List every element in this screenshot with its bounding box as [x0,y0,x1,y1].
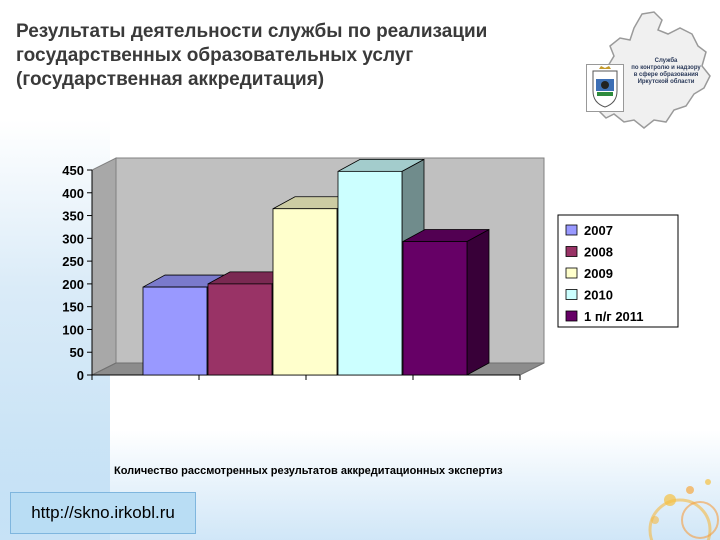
y-tick-label: 200 [62,277,84,292]
bar-2008 [207,283,273,376]
legend-label-2010: 2010 [584,288,613,303]
legend-label-2008: 2008 [584,245,613,260]
legend-swatch-1пг2011 [565,310,578,322]
bar-side-1пг2011 [466,228,490,376]
legend-swatch-2008 [565,246,578,257]
y-tick-label: 350 [62,209,84,224]
y-tick-label: 150 [62,300,84,315]
y-tick-label: 300 [62,231,84,246]
bar-2010 [337,170,403,376]
coat-of-arms-icon [586,64,624,112]
bar-2009 [272,208,338,376]
legend-swatch-2007 [565,224,578,236]
slide-title: Результаты деятельности службы по реализ… [16,20,556,92]
logo-caption: Служба по контролю и надзору в сфере обр… [620,58,712,86]
y-tick-label: 250 [62,254,84,269]
title-line-1: Результаты деятельности службы по реализ… [16,21,488,42]
y-tick-label: 100 [62,322,84,337]
organization-logo: Служба по контролю и надзору в сфере обр… [584,10,714,130]
legend-swatch-2010 [565,289,578,300]
logo-line-2: по контролю и надзору [631,65,701,71]
website-link-box[interactable]: http://skno.irkobl.ru [10,492,196,534]
y-tick-label: 50 [70,345,84,360]
y-tick-label: 450 [62,163,84,178]
chart-side-wall [91,157,117,376]
accreditation-bar-chart: 0 50 100 150 200 250 300 350 400 450 2007 2008 2009 2… [62,157,679,383]
decorative-swirls [648,479,719,540]
legend-label-1пг2011: 1 п/г 2011 [584,309,644,324]
legend-swatch-2009 [565,267,578,279]
logo-line-3: в сфере образования [633,72,699,78]
bar-2007 [142,286,208,376]
website-link[interactable]: http://skno.irkobl.ru [31,503,175,522]
legend-label-2009: 2009 [584,266,613,281]
title-line-3: (государственная аккредитация) [16,69,325,90]
logo-line-4: Иркутской области [637,79,695,85]
y-tick-label: 400 [62,186,84,201]
logo-line-1: Служба [654,58,678,64]
title-line-2: государственных образовательных услуг [16,45,414,66]
bar-1пг2011 [402,241,468,376]
y-tick-label: 0 [77,368,84,383]
legend-label-2007: 2007 [584,223,613,238]
chart-caption: Количество рассмотренных результатов акк… [114,465,503,477]
chart-legend [557,214,679,328]
